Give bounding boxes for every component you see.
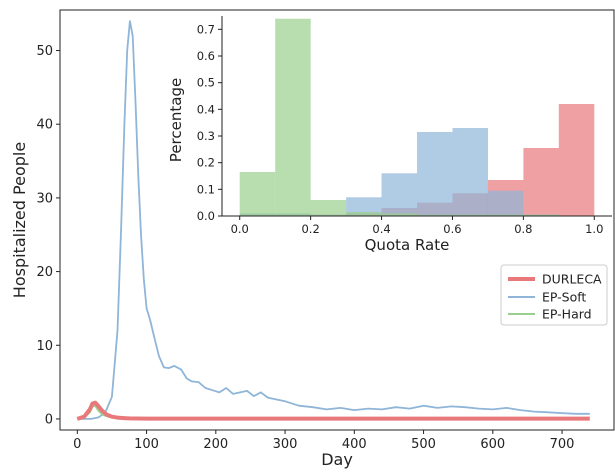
main-x-tick-label: 300 <box>273 437 298 452</box>
inset-y-ticks: 0.0 0.1 0.2 0.3 0.4 0.5 0.6 0.7 <box>197 22 222 223</box>
main-x-tick-label: 700 <box>550 437 575 452</box>
main-x-ticks: 0 100 200 300 400 500 600 700 <box>73 430 574 452</box>
hist-bar-durleca <box>523 148 559 216</box>
main-x-tick-label: 500 <box>411 437 436 452</box>
inset-x-tick-label: 0.0 <box>231 222 249 236</box>
main-y-tick-label: 20 <box>36 265 53 280</box>
legend-label-durleca: DURLECA <box>542 272 602 287</box>
main-series-group <box>76 20 590 421</box>
main-x-tick-label: 600 <box>480 437 505 452</box>
inset-y-tick-label: 0.4 <box>197 102 215 116</box>
inset-x-tick-label: 1.0 <box>585 222 603 236</box>
legend-label-ep-hard: EP-Hard <box>542 307 592 322</box>
main-y-axis-label: Hospitalized People <box>10 142 29 298</box>
hist-bar-ep-hard <box>487 214 524 216</box>
hist-bar-ep-soft <box>452 128 488 216</box>
inset-x-tick-label: 0.2 <box>301 222 319 236</box>
hist-bar-ep-soft <box>487 190 524 216</box>
main-y-tick-label: 30 <box>36 191 53 206</box>
hist-bar-ep-hard <box>346 212 382 216</box>
main-x-tick-label: 0 <box>73 437 81 452</box>
main-y-tick-label: 50 <box>36 44 53 59</box>
hist-bar-ep-hard <box>452 214 488 216</box>
inset-x-tick-label: 0.8 <box>514 222 532 236</box>
inset-x-tick-label: 0.6 <box>443 222 461 236</box>
legend: DURLECA EP-Soft EP-Hard <box>500 264 608 326</box>
series-line-ep-soft <box>77 20 590 420</box>
hist-bar-ep-hard <box>275 18 311 217</box>
main-x-tick-label: 400 <box>342 437 367 452</box>
main-y-tick-label: 0 <box>45 412 53 427</box>
hist-bar-ep-hard <box>239 172 276 216</box>
inset-bars-group <box>239 18 595 217</box>
hist-bar-ep-soft <box>346 197 382 216</box>
legend-label-ep-soft: EP-Soft <box>542 290 586 305</box>
main-y-tick-label: 10 <box>36 339 53 354</box>
main-plot-frame <box>59 9 615 431</box>
hist-bar-ep-hard <box>523 214 559 216</box>
main-plot: 0 100 200 300 400 500 600 700 0 10 20 30 40 50 Day H… <box>10 9 615 469</box>
inset-y-axis-label: Percentage <box>167 78 185 162</box>
hist-bar-ep-soft <box>381 173 417 216</box>
inset-y-tick-label: 0.0 <box>197 209 215 223</box>
hist-bar-ep-hard <box>417 214 453 216</box>
inset-y-tick-label: 0.6 <box>197 49 215 63</box>
inset-histogram: 0.0 0.2 0.4 0.6 0.8 1.0 0.0 0.1 0.2 0.3 0.4 0.5 0.6… <box>167 16 612 254</box>
series-line-durleca <box>76 400 590 421</box>
main-y-tick-label: 40 <box>36 118 53 133</box>
inset-x-ticks: 0.0 0.2 0.4 0.6 0.8 1.0 <box>231 216 603 236</box>
inset-x-axis-label: Quota Rate <box>365 236 450 254</box>
inset-y-tick-label: 0.2 <box>197 156 215 170</box>
inset-y-tick-label: 0.5 <box>197 76 215 90</box>
main-x-tick-label: 200 <box>203 437 228 452</box>
hist-bar-ep-soft <box>417 132 453 216</box>
main-x-axis-label: Day <box>321 450 353 469</box>
hist-bar-ep-hard <box>310 200 347 216</box>
main-y-ticks: 0 10 20 30 40 50 <box>36 44 60 427</box>
inset-y-tick-label: 0.3 <box>197 129 215 143</box>
inset-y-tick-label: 0.7 <box>197 22 215 36</box>
inset-y-tick-label: 0.1 <box>197 182 215 196</box>
hist-bar-ep-hard <box>381 213 417 216</box>
main-x-tick-label: 100 <box>134 437 159 452</box>
inset-x-tick-label: 0.4 <box>372 222 390 236</box>
hist-bar-durleca <box>558 104 595 216</box>
